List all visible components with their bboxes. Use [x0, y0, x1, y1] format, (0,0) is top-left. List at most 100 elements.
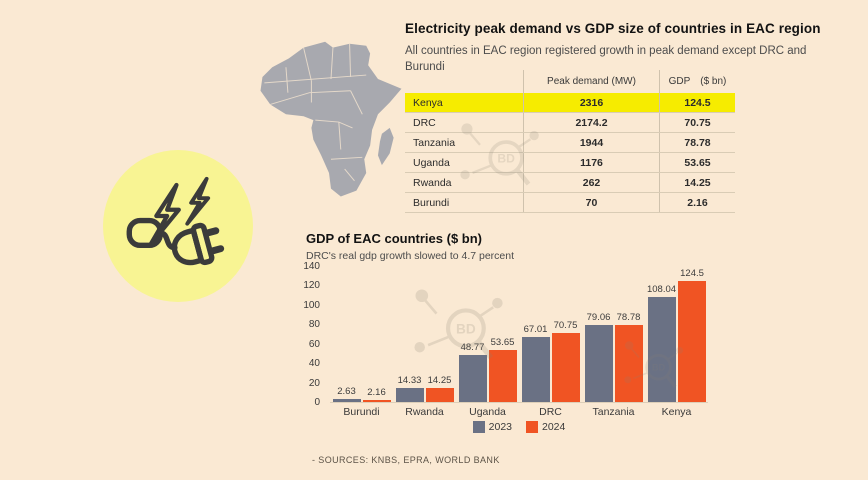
- bar-value-label: 78.78: [616, 312, 641, 324]
- bar-groups: 2.63 2.16 14.33 14.25 48.77 53.65 67.01 70.75 79…: [330, 267, 708, 402]
- y-axis: 0 20 40 60 80 100 120 140: [290, 261, 324, 408]
- legend-swatch: [526, 421, 538, 433]
- bar-drc-2024: [551, 333, 580, 402]
- y-tick-60: 60: [308, 338, 320, 350]
- legend-swatch: [472, 421, 485, 433]
- bar-column: 108.04: [647, 284, 676, 402]
- table-row-drc: DRC 2174.2 70.75: [405, 113, 735, 133]
- bar-value-label: 2.63: [337, 386, 356, 398]
- cell-gdp: 70.75: [659, 113, 735, 132]
- cell-gdp: 14.25: [659, 173, 735, 192]
- bar-value-label: 14.25: [427, 375, 452, 387]
- cell-country: DRC: [413, 116, 436, 129]
- bar-burundi-2024: [362, 399, 391, 402]
- y-tick-120: 120: [303, 280, 320, 292]
- table-body: Kenya 2316 124.5 DRC 2174.2 70.75 Tanzania 1944…: [405, 93, 735, 213]
- cell-peak-demand: 70: [523, 193, 659, 212]
- accent-circle: [103, 150, 253, 302]
- y-tick-80: 80: [308, 319, 320, 331]
- cell-peak-demand: 1944: [523, 133, 659, 152]
- main-subtitle: All countries in EAC region registered g…: [405, 45, 807, 74]
- table-row-uganda: Uganda 1176 53.65: [405, 153, 735, 173]
- col-peak-demand-header: Peak demand (MW): [523, 70, 659, 93]
- bar-value-label: 70.75: [553, 320, 578, 332]
- x-label-kenya: Kenya: [661, 406, 692, 418]
- bar-value-label: 2.16: [367, 386, 386, 398]
- bar-group-drc: 67.01 70.75: [519, 267, 582, 402]
- bar-rwanda-2023: [395, 388, 424, 402]
- bar-column: 2.63: [332, 386, 361, 402]
- chart-subtitle: DRC's real gdp growth slowed to 4.7 perc…: [306, 250, 515, 262]
- table-row-tanzania: Tanzania 1944 78.78: [405, 133, 735, 153]
- cell-gdp: 78.78: [659, 133, 735, 152]
- bar-drc-2023: [521, 336, 550, 402]
- gdp-header-unit: ($ bn): [700, 76, 727, 87]
- demand-gdp-table: Peak demand (MW) GDP ($ bn) Kenya 2316 124…: [405, 70, 735, 213]
- y-tick-0: 0: [314, 397, 320, 408]
- bar-value-label: 108.04: [646, 284, 677, 296]
- bar-value-label: 53.65: [490, 336, 515, 348]
- bar-group-kenya: 108.04 124.5: [645, 267, 708, 402]
- bar-kenya-2023: [647, 297, 676, 402]
- cell-peak-demand: 1176: [523, 153, 659, 172]
- bar-uganda-2023: [458, 354, 487, 402]
- x-label-tanzania: Tanzania: [592, 406, 635, 418]
- bar-group-tanzania: 79.06 78.78: [582, 267, 645, 402]
- bar-column: 79.06: [584, 312, 613, 402]
- bar-kenya-2024: [678, 281, 707, 402]
- bar-uganda-2024: [488, 349, 517, 402]
- y-tick-40: 40: [308, 358, 320, 370]
- bar-value-label: 79.06: [586, 312, 611, 324]
- col-gdp-header: GDP ($ bn): [659, 70, 735, 93]
- bar-tanzania-2024: [614, 325, 643, 402]
- source-note: - SOURCES: KNBS, EPRA, WORLD BANK: [312, 455, 500, 465]
- cell-gdp: 2.16: [659, 193, 735, 212]
- bar-column: 53.65: [488, 336, 517, 402]
- chart-title: GDP of EAC countries ($ bn): [306, 231, 482, 246]
- y-tick-100: 100: [303, 299, 320, 311]
- cell-gdp: 124.5: [659, 93, 735, 112]
- gdp-header-label: GDP: [668, 76, 691, 87]
- bar-tanzania-2023: [584, 325, 613, 402]
- bar-rwanda-2024: [425, 388, 454, 402]
- bar-group-burundi: 2.63 2.16: [330, 267, 393, 402]
- bar-chart-plot: 0 20 40 60 80 100 120 140 2.63 2.16 14.33 14.25 48.…: [303, 261, 708, 408]
- bar-column: 67.01: [521, 323, 550, 402]
- x-axis-labels: Burundi Rwanda Uganda DRC Tanzania Kenya: [330, 406, 708, 418]
- legend-label: 2024: [542, 421, 566, 433]
- main-title: Electricity peak demand vs GDP size of c…: [405, 21, 821, 36]
- cell-country: Tanzania: [413, 136, 456, 149]
- cell-peak-demand: 2174.2: [523, 113, 659, 132]
- bar-column: 2.16: [362, 386, 391, 402]
- legend-item-2023: 2023: [472, 421, 512, 433]
- y-tick-140: 140: [303, 261, 320, 272]
- bar-column: 14.25: [425, 375, 454, 402]
- bar-value-label: 124.5: [680, 268, 704, 280]
- bar-group-rwanda: 14.33 14.25: [393, 267, 456, 402]
- bar-column: 14.33: [395, 375, 424, 402]
- table-row-rwanda: Rwanda 262 14.25: [405, 173, 735, 193]
- bar-burundi-2023: [332, 399, 361, 402]
- y-tick-20: 20: [308, 377, 320, 389]
- africa-map: [260, 41, 402, 197]
- table-header-row: Peak demand (MW) GDP ($ bn): [405, 70, 735, 93]
- x-label-drc: DRC: [539, 406, 562, 418]
- cell-country: Uganda: [413, 156, 450, 169]
- legend-label: 2023: [488, 421, 512, 433]
- x-label-rwanda: Rwanda: [405, 406, 444, 418]
- bar-value-label: 48.77: [460, 341, 485, 353]
- x-label-burundi: Burundi: [343, 406, 380, 418]
- cell-peak-demand: 2316: [523, 93, 659, 112]
- cell-country: Kenya: [413, 96, 443, 109]
- table-row-burundi: Burundi 70 2.16: [405, 193, 735, 213]
- bar-column: 48.77: [458, 341, 487, 402]
- bar-value-label: 67.01: [523, 323, 548, 335]
- cell-gdp: 53.65: [659, 153, 735, 172]
- bar-value-label: 14.33: [397, 375, 422, 387]
- bar-group-uganda: 48.77 53.65: [456, 267, 519, 402]
- cell-country: Burundi: [413, 196, 450, 209]
- bar-column: 70.75: [551, 320, 580, 402]
- electric-plug-icon: [126, 176, 225, 266]
- cell-peak-demand: 262: [523, 173, 659, 192]
